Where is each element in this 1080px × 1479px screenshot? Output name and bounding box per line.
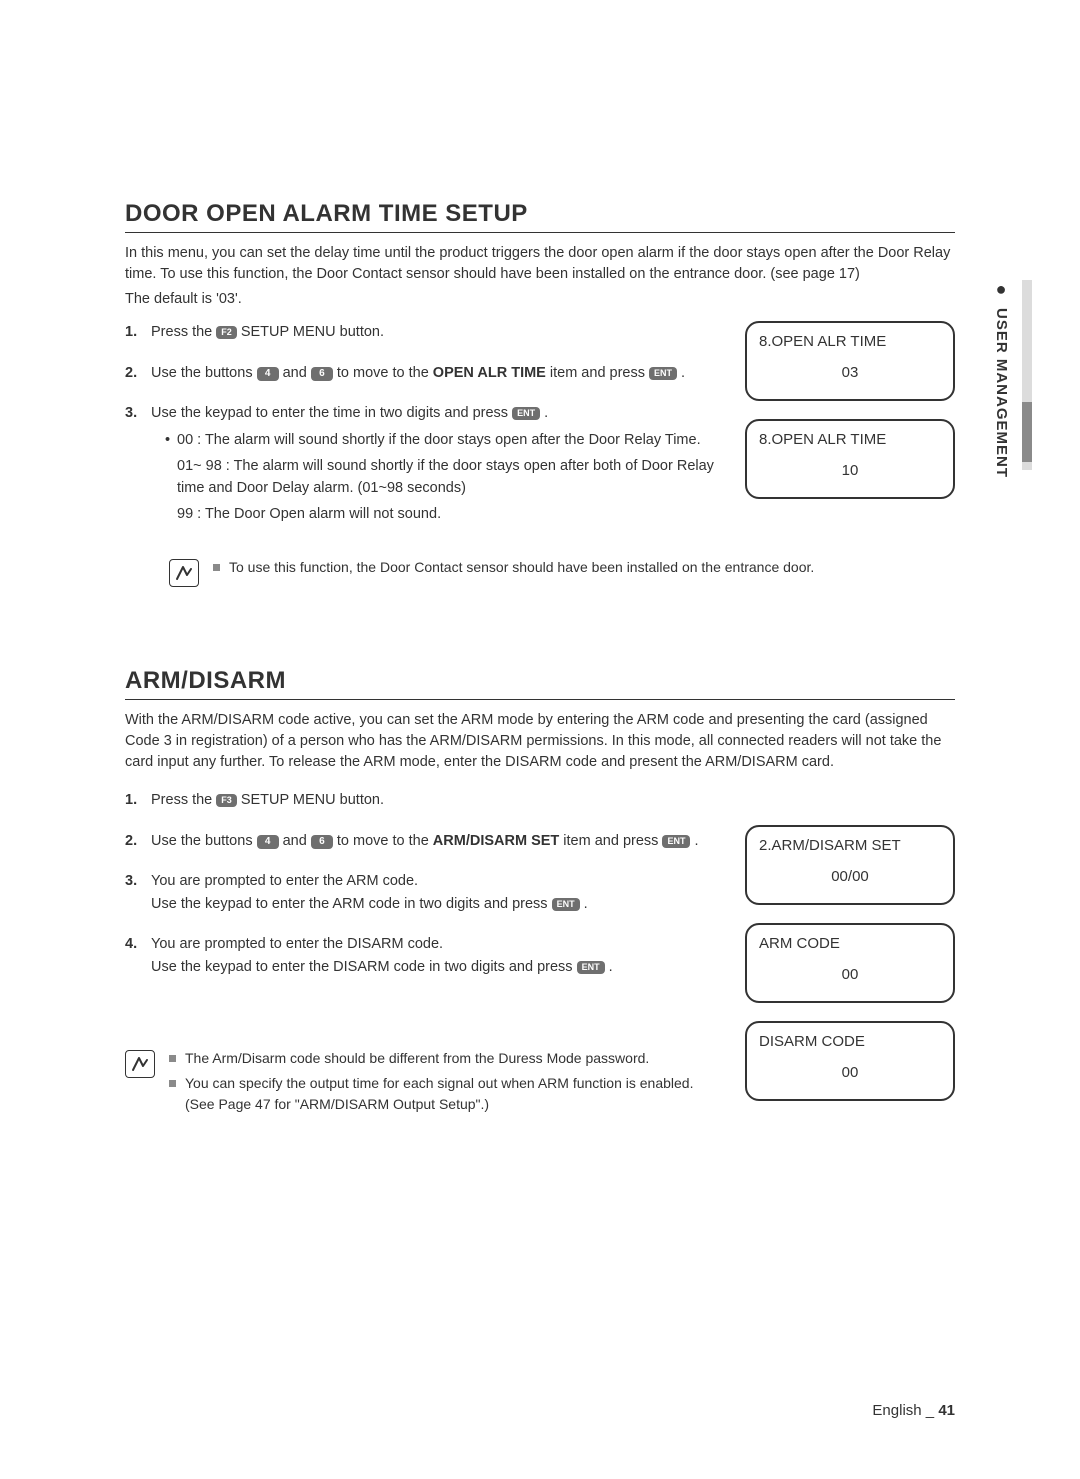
section1-note-items: To use this function, the Door Contact s… bbox=[213, 557, 814, 582]
s1-sub3: 99 : The Door Open alarm will not sound. bbox=[165, 504, 715, 526]
lcd-line1: DISARM CODE bbox=[759, 1033, 941, 1050]
lcd-open-alr-10: 8.OPEN ALR TIME 10 bbox=[745, 419, 955, 499]
s2-step1: Press the F3 SETUP MENU button. bbox=[125, 789, 715, 811]
section1-lcd-col: 8.OPEN ALR TIME 03 8.OPEN ALR TIME 10 bbox=[745, 321, 955, 499]
s1-sub1: 00 : The alarm will sound shortly if the… bbox=[165, 430, 715, 452]
key-4: 4 bbox=[257, 367, 279, 381]
lcd-disarm-code: DISARM CODE 00 bbox=[745, 1021, 955, 1101]
lcd-line1: 2.ARM/DISARM SET bbox=[759, 837, 941, 854]
side-tab: ● USER MANAGEMENT bbox=[993, 280, 1010, 478]
s1-step3: Use the keypad to enter the time in two … bbox=[125, 402, 715, 525]
section1-steps-col: Press the F2 SETUP MENU button. Use the … bbox=[125, 321, 715, 543]
lcd-line2: 00 bbox=[759, 966, 941, 983]
footer: English _ 41 bbox=[872, 1402, 955, 1419]
lcd-line1: 8.OPEN ALR TIME bbox=[759, 431, 941, 448]
lcd-line2: 00 bbox=[759, 1064, 941, 1081]
section2-lcd-col: 2.ARM/DISARM SET 00/00 ARM CODE 00 DISAR… bbox=[745, 789, 955, 1101]
section1-content: Press the F2 SETUP MENU button. Use the … bbox=[125, 321, 955, 543]
s1-step3-sub: 00 : The alarm will sound shortly if the… bbox=[151, 430, 715, 525]
s2-step2: Use the buttons 4 and 6 to move to the A… bbox=[125, 830, 715, 852]
section2-content: Press the F3 SETUP MENU button. Use the … bbox=[125, 789, 955, 1119]
section2-steps: Press the F3 SETUP MENU button. Use the … bbox=[125, 789, 715, 978]
page: ● USER MANAGEMENT DOOR OPEN ALARM TIME S… bbox=[0, 0, 1080, 1479]
s2-step3: You are prompted to enter the ARM code. … bbox=[125, 870, 715, 915]
section2-note1: The Arm/Disarm code should be different … bbox=[169, 1048, 715, 1069]
section2-steps-col: Press the F3 SETUP MENU button. Use the … bbox=[125, 789, 715, 1119]
lcd-line2: 03 bbox=[759, 364, 941, 381]
lcd-line2: 00/00 bbox=[759, 868, 941, 885]
footer-lang: English bbox=[872, 1402, 921, 1419]
key-ent: ENT bbox=[512, 407, 540, 420]
side-label: USER MANAGEMENT bbox=[993, 308, 1010, 478]
footer-page: 41 bbox=[938, 1402, 955, 1419]
lcd-open-alr-03: 8.OPEN ALR TIME 03 bbox=[745, 321, 955, 401]
section1-default: The default is '03'. bbox=[125, 291, 955, 307]
key-4: 4 bbox=[257, 835, 279, 849]
key-ent: ENT bbox=[552, 898, 580, 911]
key-ent: ENT bbox=[662, 835, 690, 848]
footer-sep: _ bbox=[926, 1402, 934, 1419]
side-scroll-thumb bbox=[1022, 402, 1032, 462]
lcd-line1: 8.OPEN ALR TIME bbox=[759, 333, 941, 350]
section1-note1: To use this function, the Door Contact s… bbox=[213, 557, 814, 578]
s2-step4: You are prompted to enter the DISARM cod… bbox=[125, 933, 715, 978]
lcd-line2: 10 bbox=[759, 462, 941, 479]
key-6: 6 bbox=[311, 835, 333, 849]
lcd-arm-disarm-set: 2.ARM/DISARM SET 00/00 bbox=[745, 825, 955, 905]
key-f2: F2 bbox=[216, 326, 237, 339]
lcd-arm-code: ARM CODE 00 bbox=[745, 923, 955, 1003]
section2-intro: With the ARM/DISARM code active, you can… bbox=[125, 710, 955, 773]
lcd-line1: ARM CODE bbox=[759, 935, 941, 952]
section2-title: ARM/DISARM bbox=[125, 667, 955, 700]
section1-intro: In this menu, you can set the delay time… bbox=[125, 243, 955, 285]
key-f3: F3 bbox=[216, 794, 237, 807]
key-ent: ENT bbox=[649, 367, 677, 380]
s1-step1: Press the F2 SETUP MENU button. bbox=[125, 321, 715, 343]
section2-note: The Arm/Disarm code should be different … bbox=[125, 1048, 715, 1119]
section2-note-items: The Arm/Disarm code should be different … bbox=[169, 1048, 715, 1119]
note-icon bbox=[125, 1050, 155, 1078]
key-ent: ENT bbox=[577, 961, 605, 974]
s1-step2: Use the buttons 4 and 6 to move to the O… bbox=[125, 362, 715, 384]
side-bullet: ● bbox=[996, 280, 1008, 298]
section2-note2: You can specify the output time for each… bbox=[169, 1073, 715, 1115]
section1-steps: Press the F2 SETUP MENU button. Use the … bbox=[125, 321, 715, 525]
note-icon bbox=[169, 559, 199, 587]
key-6: 6 bbox=[311, 367, 333, 381]
section1-title: DOOR OPEN ALARM TIME SETUP bbox=[125, 200, 955, 233]
s1-sub2: 01~ 98 : The alarm will sound shortly if… bbox=[165, 456, 715, 500]
section1-note: To use this function, the Door Contact s… bbox=[169, 557, 955, 587]
